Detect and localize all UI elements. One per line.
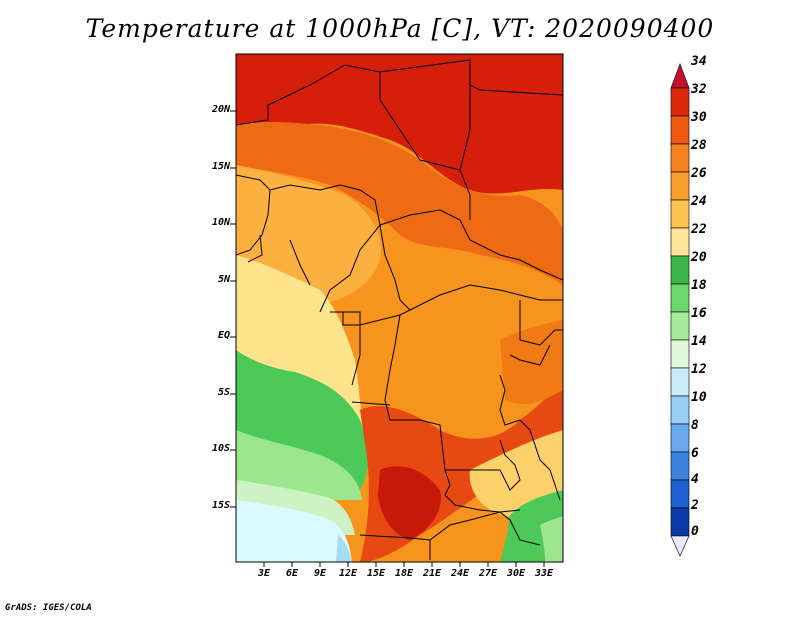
colorbar-over-arrow [670, 63, 690, 89]
colorbar-label-2: 2 [691, 498, 699, 513]
lon-label-21e: 21E [422, 568, 442, 579]
temperature-field [236, 54, 563, 562]
lon-label-27e: 27E [478, 568, 498, 579]
colorbar-label-28: 28 [691, 138, 707, 153]
colorbar-label-34: 34 [691, 54, 707, 69]
field-warm-belt [236, 121, 563, 285]
field-light-green [236, 430, 362, 500]
colorbar-label-0: 0 [691, 524, 699, 539]
lat-label-5n: 5N [217, 274, 230, 285]
colorbar-label-14: 14 [691, 334, 707, 349]
colorbar [670, 63, 690, 557]
lat-label-10n: 10N [211, 217, 230, 228]
colorbar-label-10: 10 [691, 390, 707, 405]
colorbar-label-12: 12 [691, 362, 707, 377]
colorbar-label-8: 8 [691, 418, 699, 433]
colorbar-label-24: 24 [691, 194, 707, 209]
country-borders [236, 59, 563, 560]
colorbar-label-16: 16 [691, 306, 707, 321]
colorbar-label-32: 32 [691, 82, 707, 97]
colorbar-label-6: 6 [691, 446, 699, 461]
lat-label-10s: 10S [211, 443, 230, 454]
colorbar-under-arrow [670, 535, 690, 557]
axis-ticks [230, 110, 545, 567]
lon-label-18e: 18E [394, 568, 414, 579]
field-very-hot-south [378, 466, 441, 540]
lat-label-15n: 15N [211, 161, 230, 172]
lon-label-6e: 6E [285, 568, 299, 579]
field-pale-cyan [236, 500, 352, 562]
colorbar-label-20: 20 [691, 250, 707, 265]
field-light-blue [336, 535, 352, 562]
lon-label-24e: 24E [450, 568, 470, 579]
lon-label-15e: 15E [366, 568, 386, 579]
colorbar-label-22: 22 [691, 222, 707, 237]
colorbar-label-30: 30 [691, 110, 707, 125]
grads-credit: GrADS: IGES/COLA [5, 603, 92, 613]
lon-label-30e: 30E [506, 568, 526, 579]
lat-label-5s: 5S [217, 387, 230, 398]
map-title: Temperature at 1000hPa [C], VT: 20200904… [85, 14, 715, 43]
field-light-green-southeast [540, 516, 563, 562]
map-frame [235, 53, 564, 563]
colorbar-label-4: 4 [691, 472, 699, 487]
colorbar-label-26: 26 [691, 166, 707, 181]
lon-label-3e: 3E [257, 568, 271, 579]
colorbar-label-18: 18 [691, 278, 707, 293]
lon-label-12e: 12E [338, 568, 358, 579]
lat-label-20n: 20N [211, 104, 230, 115]
lat-label-15s: 15S [211, 500, 230, 511]
lon-label-9e: 9E [313, 568, 327, 579]
field-hot-north [236, 54, 563, 194]
lat-label-eq: EQ [217, 330, 230, 341]
field-warm-east [500, 320, 563, 405]
lon-label-33e: 33E [534, 568, 554, 579]
